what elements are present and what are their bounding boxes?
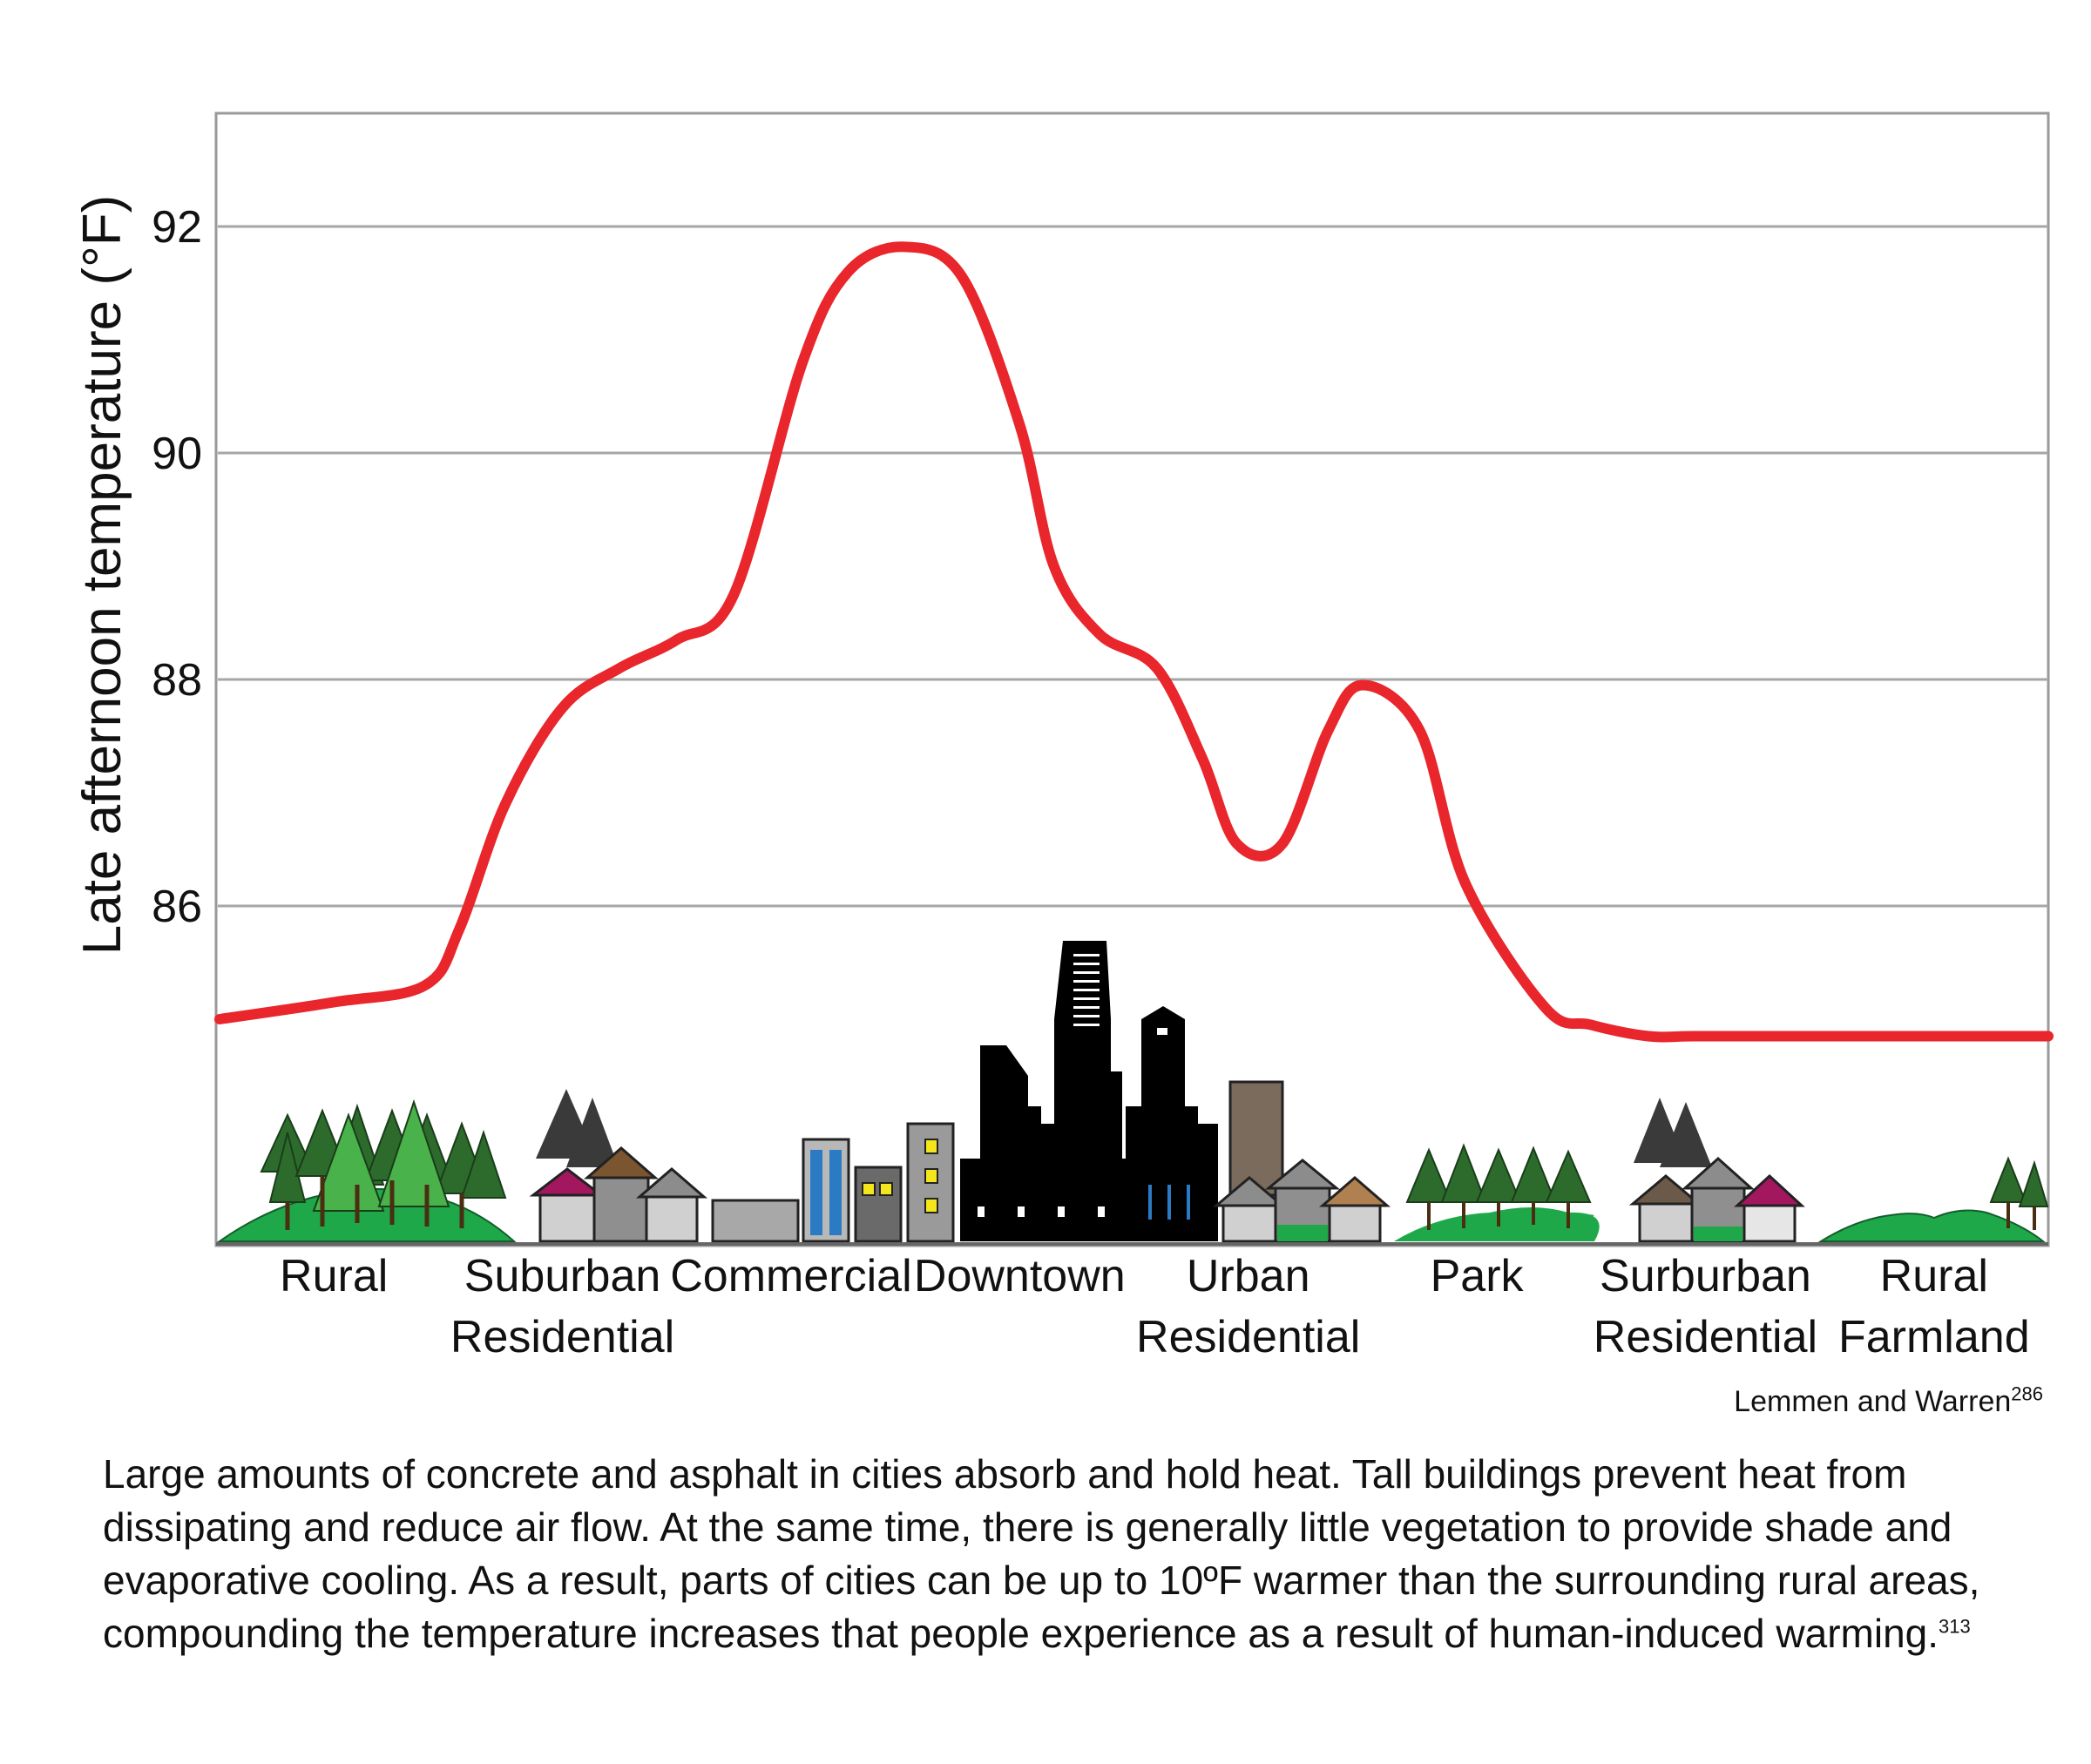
- x-category-label: Suburban: [464, 1251, 661, 1301]
- x-category-label: Residential: [1594, 1312, 1817, 1362]
- suburban-houses-icon-2: [1628, 1098, 1805, 1243]
- y-tick-label: 86: [152, 882, 202, 932]
- x-category-label: Commercial: [670, 1251, 911, 1301]
- caption-text: Large amounts of concrete and asphalt in…: [103, 1451, 1980, 1656]
- x-category-label: Farmland: [1838, 1312, 2030, 1362]
- y-tick-label: 92: [152, 202, 202, 253]
- x-category-label: Residential: [1136, 1312, 1360, 1362]
- source-credit: Lemmen and Warren286: [1734, 1382, 2043, 1419]
- x-category-label: Residential: [450, 1312, 674, 1362]
- park-trees-icon: [1394, 1143, 1600, 1241]
- figure-caption: Large amounts of concrete and asphalt in…: [103, 1448, 2054, 1660]
- downtown-skyline-icon: [960, 941, 1218, 1241]
- commercial-buildings-icon: [711, 1122, 955, 1243]
- source-text: Lemmen and Warren: [1734, 1385, 2012, 1418]
- y-tick-labels: 86 88 90 92: [152, 202, 202, 932]
- x-category-labels: Rural Suburban Residential Commercial Downto…: [280, 1251, 2030, 1362]
- x-category-label: Park: [1431, 1251, 1525, 1301]
- y-tick-label: 88: [152, 655, 202, 706]
- gridlines: [218, 225, 2048, 908]
- x-category-label: Rural: [1880, 1251, 1988, 1301]
- y-tick-label: 90: [152, 429, 202, 479]
- x-category-label: Downtown: [914, 1251, 1126, 1301]
- x-category-label: Rural: [280, 1251, 388, 1301]
- suburban-houses-icon: [529, 1089, 708, 1243]
- x-category-label: Urban: [1187, 1251, 1310, 1301]
- land-use-scene: [216, 941, 2049, 1243]
- urban-houses-icon: [1212, 1080, 1391, 1243]
- pine-forest-icon: [216, 1098, 517, 1242]
- caption-reference: 313: [1939, 1615, 1971, 1638]
- y-axis-label: Late afternoon temperature (°F): [72, 195, 132, 956]
- x-category-label: Surburban: [1600, 1251, 1811, 1301]
- farmland-icon: [1817, 1156, 2049, 1242]
- source-reference: 286: [2011, 1382, 2043, 1405]
- temperature-series-line: [214, 241, 2054, 1043]
